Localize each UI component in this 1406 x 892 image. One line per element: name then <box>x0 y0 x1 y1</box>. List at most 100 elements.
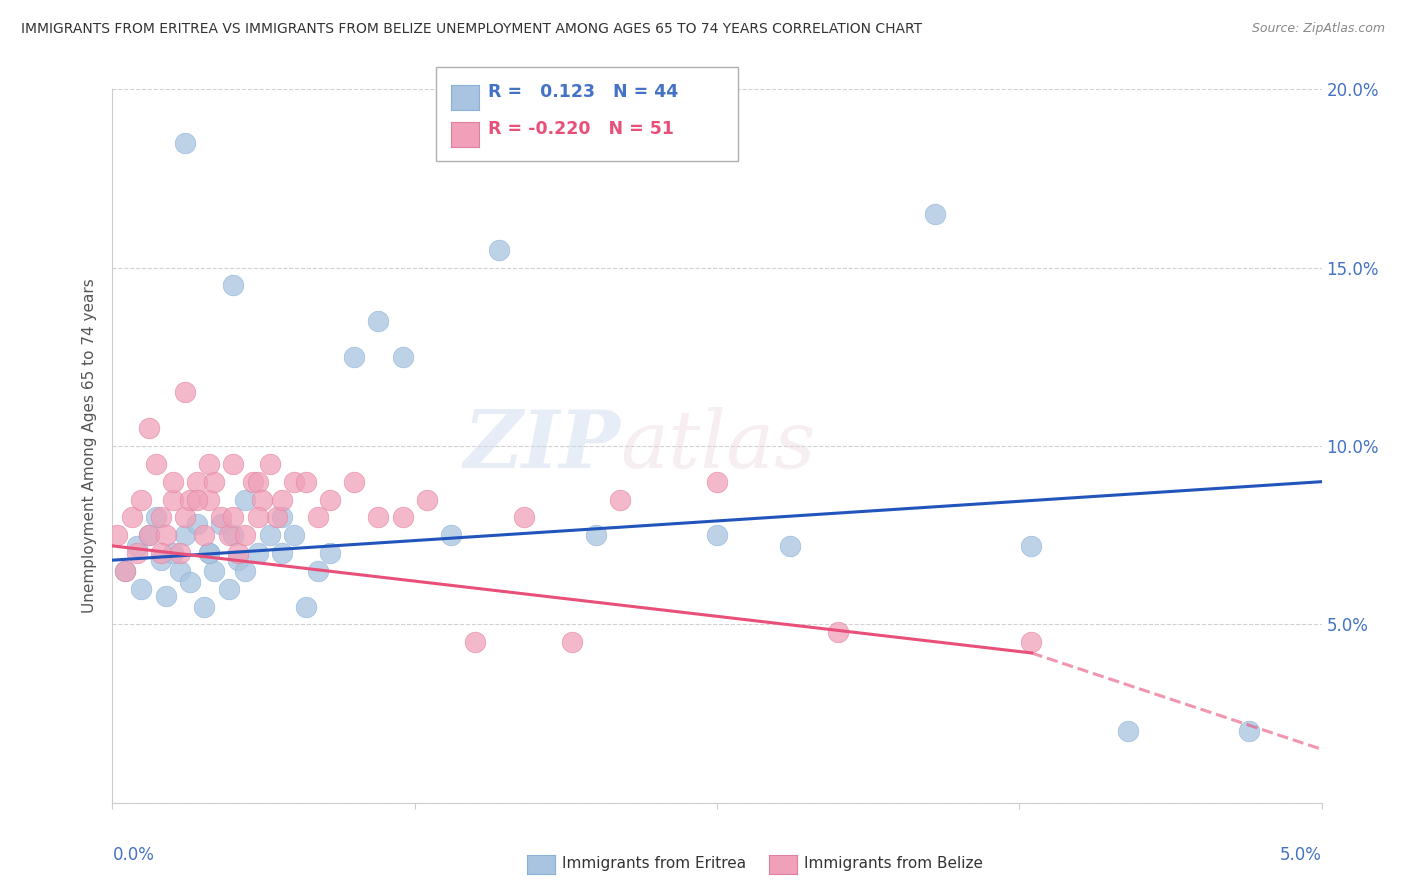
Point <box>138 528 160 542</box>
Point <box>440 528 463 542</box>
Point <box>198 492 221 507</box>
Point <box>924 207 946 221</box>
Point <box>266 510 288 524</box>
Text: R = -0.220   N = 51: R = -0.220 N = 51 <box>488 120 673 138</box>
Point <box>186 492 208 507</box>
Point <box>138 421 160 435</box>
Point <box>246 546 269 560</box>
Point <box>1237 724 1260 739</box>
Point <box>222 528 245 542</box>
Point <box>585 528 607 542</box>
Point <box>149 553 172 567</box>
Point <box>209 517 232 532</box>
Point <box>1021 635 1043 649</box>
Point <box>307 510 329 524</box>
Point <box>222 278 245 293</box>
Point <box>114 564 136 578</box>
Point <box>198 546 221 560</box>
Point <box>149 546 172 560</box>
Point <box>162 492 184 507</box>
Text: atlas: atlas <box>620 408 815 484</box>
Point <box>121 510 143 524</box>
Point <box>270 510 292 524</box>
Point <box>367 510 389 524</box>
Point <box>193 528 215 542</box>
Point <box>174 385 197 400</box>
Point <box>202 564 225 578</box>
Text: Source: ZipAtlas.com: Source: ZipAtlas.com <box>1251 22 1385 36</box>
Point <box>235 492 257 507</box>
Point <box>561 635 583 649</box>
Point <box>827 624 849 639</box>
Point <box>609 492 631 507</box>
Point <box>235 564 257 578</box>
Y-axis label: Unemployment Among Ages 65 to 74 years: Unemployment Among Ages 65 to 74 years <box>82 278 97 614</box>
Point <box>252 492 274 507</box>
Point <box>169 546 191 560</box>
Point <box>464 635 486 649</box>
Point <box>222 510 245 524</box>
Point <box>131 582 153 596</box>
Point <box>179 574 201 589</box>
Point <box>155 589 177 603</box>
Point <box>149 510 172 524</box>
Point <box>226 553 249 567</box>
Point <box>222 457 245 471</box>
Point <box>319 492 342 507</box>
Point <box>283 528 305 542</box>
Point <box>512 510 534 524</box>
Point <box>367 314 389 328</box>
Point <box>246 475 269 489</box>
Point <box>131 492 153 507</box>
Point <box>391 510 413 524</box>
Point <box>193 599 215 614</box>
Point <box>259 457 281 471</box>
Point <box>174 528 197 542</box>
Point <box>209 510 232 524</box>
Point <box>145 510 167 524</box>
Text: 0.0%: 0.0% <box>112 846 155 863</box>
Text: 5.0%: 5.0% <box>1279 846 1322 863</box>
Point <box>270 546 292 560</box>
Point <box>295 599 318 614</box>
Text: Immigrants from Belize: Immigrants from Belize <box>804 856 983 871</box>
Point <box>391 350 413 364</box>
Point <box>283 475 305 489</box>
Point <box>162 475 184 489</box>
Point <box>186 517 208 532</box>
Point <box>125 546 148 560</box>
Point <box>155 528 177 542</box>
Point <box>202 475 225 489</box>
Point <box>270 492 292 507</box>
Point <box>235 528 257 542</box>
Point <box>1021 539 1043 553</box>
Point <box>226 546 249 560</box>
Point <box>488 243 510 257</box>
Text: Immigrants from Eritrea: Immigrants from Eritrea <box>562 856 747 871</box>
Point <box>706 475 728 489</box>
Point <box>706 528 728 542</box>
Point <box>125 539 148 553</box>
Point <box>145 457 167 471</box>
Point <box>779 539 801 553</box>
Point <box>416 492 439 507</box>
Point <box>218 528 240 542</box>
Point <box>1116 724 1139 739</box>
Point <box>138 528 160 542</box>
Point <box>319 546 342 560</box>
Point <box>114 564 136 578</box>
Text: IMMIGRANTS FROM ERITREA VS IMMIGRANTS FROM BELIZE UNEMPLOYMENT AMONG AGES 65 TO : IMMIGRANTS FROM ERITREA VS IMMIGRANTS FR… <box>21 22 922 37</box>
Text: ZIP: ZIP <box>464 408 620 484</box>
Text: R =   0.123   N = 44: R = 0.123 N = 44 <box>488 83 678 101</box>
Point <box>242 475 264 489</box>
Point <box>307 564 329 578</box>
Point <box>169 564 191 578</box>
Point <box>343 475 366 489</box>
Point <box>105 528 128 542</box>
Point <box>198 546 221 560</box>
Point <box>343 350 366 364</box>
Point <box>259 528 281 542</box>
Point <box>174 510 197 524</box>
Point <box>174 136 197 150</box>
Point <box>186 475 208 489</box>
